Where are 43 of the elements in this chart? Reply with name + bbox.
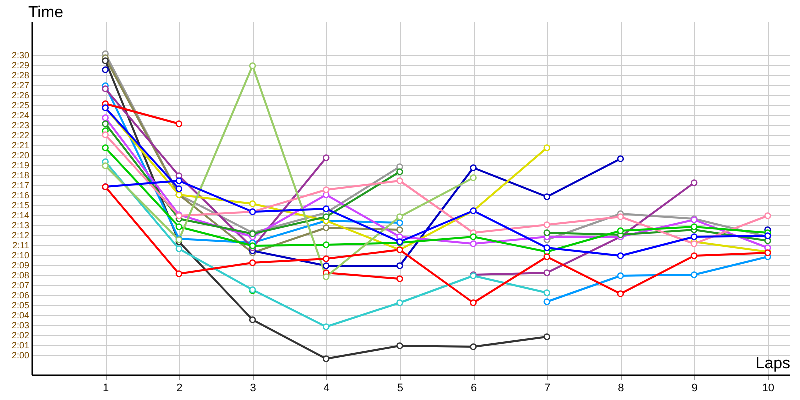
x-axis-title: Laps [756,356,790,372]
y-tick-label: 2:30 [12,50,30,60]
y-tick-label: 2:25 [12,100,30,110]
y-tick-label: 2:17 [12,180,30,190]
y-tick-label: 2:04 [12,310,30,320]
y-axis-title: Time [28,4,64,22]
y-tick-label: 2:03 [12,320,30,330]
y-tick-label: 2:27 [12,80,30,90]
y-tick-label: 2:22 [12,130,30,140]
y-tick-label: 2:12 [12,230,30,240]
y-tick-label: 2:02 [12,330,30,340]
y-tick-label: 2:18 [12,170,30,180]
y-tick-label: 2:19 [12,160,30,170]
x-tick-label: 1 [103,382,110,394]
y-tick-label: 2:20 [12,150,30,160]
y-tick-label: 2:28 [12,70,30,80]
x-tick-label: 3 [250,382,256,394]
x-tick-label: 2 [176,382,183,394]
y-tick-label: 2:13 [12,220,30,230]
y-tick-label: 2:15 [12,200,30,210]
y-tick-label: 2:16 [12,190,30,200]
y-tick-label: 2:05 [12,300,30,310]
y-tick-label: 2:10 [12,250,30,260]
y-tick-label: 2:06 [12,290,30,300]
x-tick-label: 7 [544,382,551,394]
x-tick-label: 5 [397,382,404,394]
x-tick-label: 10 [762,382,775,394]
y-tick-label: 2:08 [12,270,30,280]
x-tick-label: 4 [324,382,330,394]
y-tick-label: 2:01 [12,340,30,350]
x-tick-label: 6 [470,382,478,394]
y-tick-label: 2:14 [12,210,30,220]
y-tick-label: 2:29 [12,60,30,70]
x-tick-label: 9 [692,382,698,394]
y-tick-label: 2:00 [12,350,30,360]
x-tick-label: 8 [618,382,624,394]
y-tick-label: 2:07 [12,280,30,290]
y-tick-label: 2:23 [12,120,30,130]
y-tick-label: 2:11 [12,240,30,250]
y-tick-label: 2:09 [12,260,30,270]
y-tick-label: 2:24 [12,110,30,120]
y-tick-label: 2:21 [12,140,30,150]
y-tick-label: 2:26 [12,90,30,100]
